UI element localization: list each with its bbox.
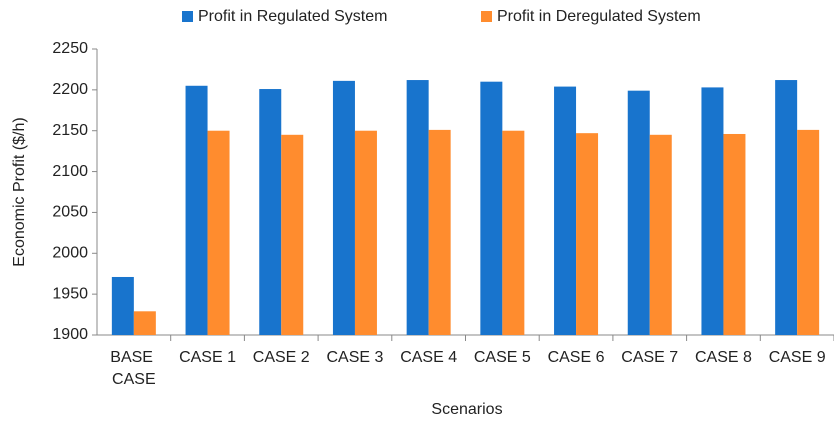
bar [406,80,429,336]
bar [111,276,134,335]
x-tick-label: CASE 4 [400,349,457,366]
bar [701,87,724,335]
x-tick-label: CASE 2 [253,349,310,366]
x-tick-label: CASE 7 [621,349,678,366]
x-tick-label: CASE 8 [695,349,752,366]
bar [775,80,798,336]
bar [281,134,304,335]
x-tick-label: CASE 5 [474,349,531,366]
x-tick-label: BASE CASE [110,349,157,388]
x-tick-label: CASE 1 [179,349,236,366]
bar [428,129,451,335]
bar [797,129,820,335]
x-axis-label: Scenarios [431,401,502,418]
y-tick-label: 1950 [52,285,88,302]
bar [554,86,577,336]
bar [259,89,282,335]
y-tick-label: 2250 [52,40,88,57]
legend-swatch [481,11,492,22]
bar [332,80,355,336]
bar [627,90,650,335]
y-tick-label: 1900 [52,326,88,343]
y-tick-label: 2150 [52,122,88,139]
bar [133,311,156,335]
bar [502,130,525,335]
legend-label: Profit in Deregulated System [497,8,701,25]
legend-label: Profit in Regulated System [198,8,387,25]
y-tick-label: 2000 [52,245,88,262]
y-tick-label: 2050 [52,204,88,221]
x-tick-label: CASE 3 [326,349,383,366]
bar [354,130,377,335]
bar [185,85,208,336]
x-tick-label: CASE 9 [769,349,826,366]
bar [480,81,503,335]
x-tick-label: CASE 6 [548,349,605,366]
y-axis-label: Economic Profit ($/h) [11,117,28,266]
y-tick-label: 2100 [52,163,88,180]
bar [576,133,599,335]
bar [723,133,746,335]
y-tick-label: 2200 [52,81,88,98]
bar [207,130,230,335]
legend-swatch [182,11,193,22]
bar [649,134,672,335]
